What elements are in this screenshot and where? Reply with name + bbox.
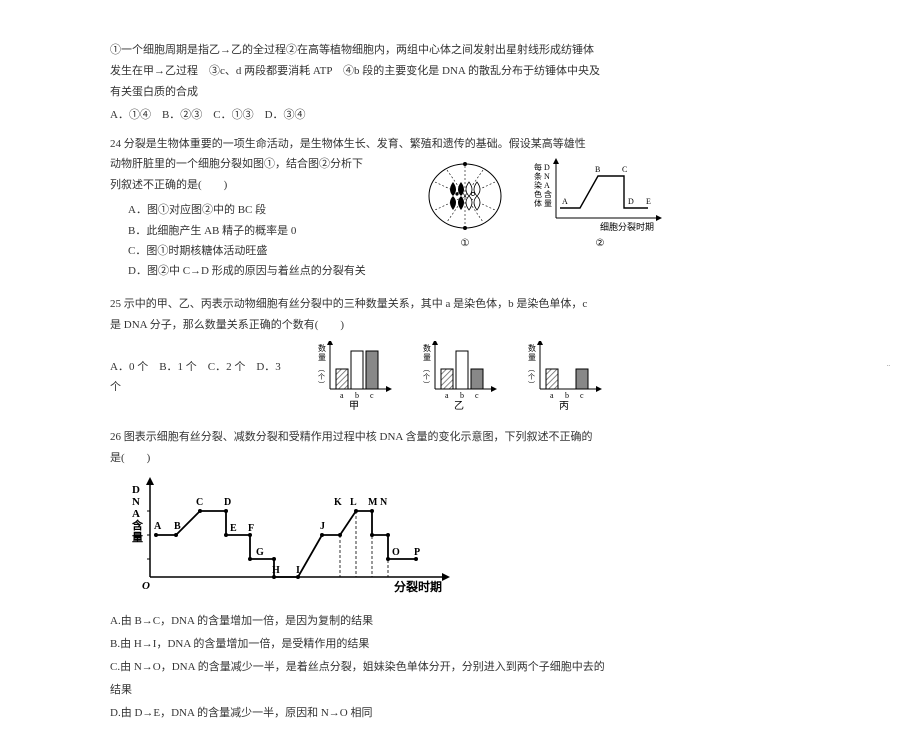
q24-sub2: ② xyxy=(596,238,605,249)
svg-text:b: b xyxy=(565,391,569,400)
svg-text:N: N xyxy=(380,497,388,508)
svg-text:M: M xyxy=(368,497,378,508)
svg-text:a: a xyxy=(445,391,449,400)
q26-line2: 是( ) xyxy=(110,448,670,469)
q26-block: 26 图表示细胞有丝分裂、减数分裂和受精作用过程中核 DNA 含量的变化示意图，… xyxy=(110,427,670,723)
svg-text:P: P xyxy=(414,547,420,558)
q24-figure-row: 动物肝脏里的一个细胞分裂如图①，结合图②分析下 列叙述不正确的是( ) A．图①… xyxy=(110,154,670,285)
svg-text:c: c xyxy=(370,391,374,400)
side-ellipsis-icon: ¨ xyxy=(887,360,892,377)
q26-origin: O xyxy=(142,580,150,592)
q25-block: 25 示中的甲、乙、丙表示动物细胞有丝分裂中的三种数量关系，其中 a 是染色体，… xyxy=(110,294,670,414)
q24-optD: D．图②中 C→D 形成的原因与着丝点的分裂有关 xyxy=(128,261,410,281)
svg-text:DNA含量: DNA含量 xyxy=(544,163,552,208)
q24-xlabel: 细胞分裂时期 xyxy=(600,221,654,232)
q24-optC: C．图①时期核糖体活动旺盛 xyxy=(128,241,410,261)
q24-sub1: ① xyxy=(461,238,470,249)
svg-text:L: L xyxy=(350,497,357,508)
q24-line1: 24 分裂是生物体重要的一项生命活动，是生物体生长、发育、繁殖和遗传的基础。假设… xyxy=(110,134,670,155)
svg-text:E: E xyxy=(230,523,237,534)
svg-text:D: D xyxy=(224,497,231,508)
svg-text:B: B xyxy=(174,521,181,532)
q23-line2: 发生在甲→乙过程 ③c、d 两段都要消耗 ATP ④b 段的主要变化是 DNA … xyxy=(110,61,670,82)
q24-optA: A．图①对应图②中的 BC 段 xyxy=(128,200,410,220)
svg-text:a: a xyxy=(340,391,344,400)
q26-optA: A.由 B→C，DNA 的含量增加一倍，是因为复制的结果 xyxy=(110,611,670,632)
q24-block: 24 分裂是生物体重要的一项生命活动，是生物体生长、发育、繁殖和遗传的基础。假设… xyxy=(110,134,670,286)
svg-text:b: b xyxy=(460,391,464,400)
svg-text:B: B xyxy=(595,165,600,174)
q24-ylabel: 每条染色体 xyxy=(534,162,542,208)
svg-text:数量: 数量 xyxy=(423,343,431,362)
svg-text:︵个︶: ︵个︶ xyxy=(528,365,535,389)
svg-text:K: K xyxy=(334,497,342,508)
q24-line2: 动物肝脏里的一个细胞分裂如图①，结合图②分析下 xyxy=(110,154,410,175)
q23-options: A．①④ B．②③ C．①③ D．③④ xyxy=(110,105,670,126)
q25-line2: 是 DNA 分子，那么数量关系正确的个数有( ) xyxy=(110,315,670,336)
q25-options: A．0 个 B．1 个 C．2 个 D．3 个 xyxy=(110,357,290,399)
q25-bar-charts: 数量 ︵个︶ a b c 甲 数量 ︵个︶ xyxy=(318,341,618,413)
svg-text:C: C xyxy=(622,165,627,174)
q25-line1: 25 示中的甲、乙、丙表示动物细胞有丝分裂中的三种数量关系，其中 a 是染色体，… xyxy=(110,294,670,315)
q26-ylabel: DNA含量 xyxy=(131,484,144,544)
q26-options: A.由 B→C，DNA 的含量增加一倍，是因为复制的结果 B.由 H→I，DNA… xyxy=(110,611,670,723)
svg-text:H: H xyxy=(272,565,280,576)
svg-text:G: G xyxy=(256,547,264,558)
q26-optB: B.由 H→I，DNA 的含量增加一倍，是受精作用的结果 xyxy=(110,634,670,655)
svg-text:a: a xyxy=(550,391,554,400)
q23-line3: 有关蛋白质的合成 xyxy=(110,82,670,103)
q24-line3: 列叙述不正确的是( ) xyxy=(110,175,410,196)
svg-text:F: F xyxy=(248,523,254,534)
svg-text:丙: 丙 xyxy=(559,401,569,412)
q26-chart: DNA含量 O xyxy=(128,477,670,597)
svg-text:A: A xyxy=(154,521,162,532)
q24-optB: B．此细胞产生 AB 精子的概率是 0 xyxy=(128,221,410,241)
svg-text:J: J xyxy=(320,521,325,532)
svg-text:O: O xyxy=(392,547,400,558)
page-content: ①一个细胞周期是指乙→乙的全过程②在高等植物细胞内，两组中心体之间发射出星射线形… xyxy=(110,40,670,724)
svg-text:数量: 数量 xyxy=(318,343,326,362)
svg-text:乙: 乙 xyxy=(454,400,464,412)
q26-line1: 26 图表示细胞有丝分裂、减数分裂和受精作用过程中核 DNA 含量的变化示意图，… xyxy=(110,427,670,448)
svg-text:数量: 数量 xyxy=(528,343,536,362)
svg-text:A: A xyxy=(562,197,568,206)
svg-text:c: c xyxy=(475,391,479,400)
svg-text:︵个︶: ︵个︶ xyxy=(423,365,430,389)
q23-block: ①一个细胞周期是指乙→乙的全过程②在高等植物细胞内，两组中心体之间发射出星射线形… xyxy=(110,40,670,126)
svg-text:D: D xyxy=(628,197,634,206)
svg-text:E: E xyxy=(646,197,651,206)
q25-bar-row: A．0 个 B．1 个 C．2 个 D．3 个 数量 ︵个︶ xyxy=(110,341,670,413)
svg-text:c: c xyxy=(580,391,584,400)
q26-xlabel: 分裂时期 xyxy=(394,579,442,594)
q26-optC1: C.由 N→O，DNA 的含量减少一半，是着丝点分裂，姐妹染色单体分开，分别进入… xyxy=(110,657,670,678)
q26-dna-svg: DNA含量 O xyxy=(128,477,468,597)
svg-text:I: I xyxy=(296,565,300,576)
svg-text:甲: 甲 xyxy=(349,401,359,412)
q23-line1: ①一个细胞周期是指乙→乙的全过程②在高等植物细胞内，两组中心体之间发射出星射线形… xyxy=(110,40,670,61)
svg-text:︵个︶: ︵个︶ xyxy=(318,365,325,389)
svg-text:b: b xyxy=(355,391,359,400)
q24-options: A．图①对应图②中的 BC 段 B．此细胞产生 AB 精子的概率是 0 C．图①… xyxy=(128,200,410,281)
q26-optC2: 结果 xyxy=(110,680,670,701)
q24-figures: ① 每条染色体 DNA含量 xyxy=(420,154,670,254)
q26-optD: D.由 D→E，DNA 的含量减少一半，原因和 N→O 相同 xyxy=(110,703,670,724)
svg-text:C: C xyxy=(196,497,203,508)
q24-cell-and-chart: ① 每条染色体 DNA含量 xyxy=(420,154,670,254)
